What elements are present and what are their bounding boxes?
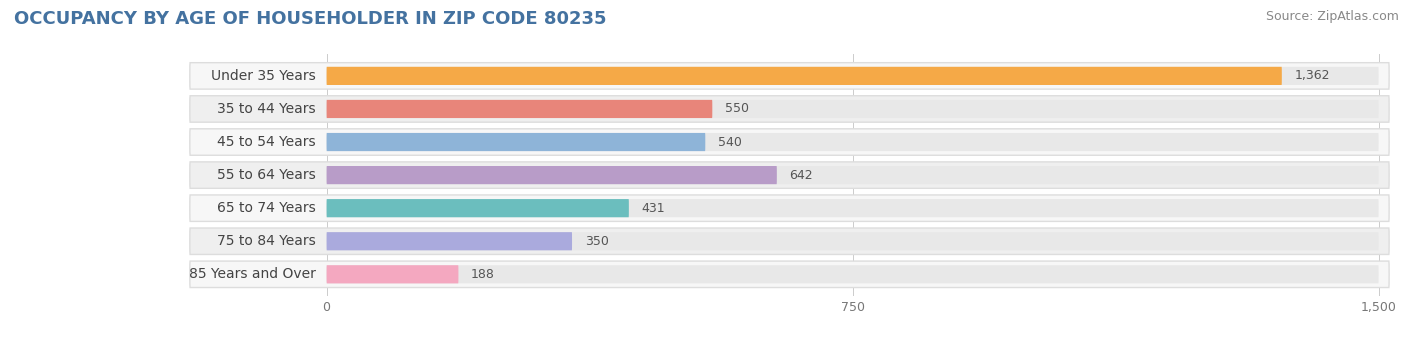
Text: 85 Years and Over: 85 Years and Over (190, 267, 316, 281)
FancyBboxPatch shape (190, 63, 1389, 89)
FancyBboxPatch shape (326, 166, 778, 184)
FancyBboxPatch shape (326, 133, 1379, 151)
Text: 540: 540 (718, 136, 742, 149)
FancyBboxPatch shape (326, 133, 706, 151)
FancyBboxPatch shape (326, 67, 1379, 85)
FancyBboxPatch shape (326, 232, 1379, 250)
FancyBboxPatch shape (326, 265, 1379, 284)
Text: 431: 431 (641, 202, 665, 215)
FancyBboxPatch shape (326, 100, 713, 118)
Text: 1,362: 1,362 (1295, 69, 1330, 82)
Text: 188: 188 (471, 268, 495, 281)
FancyBboxPatch shape (326, 67, 1282, 85)
FancyBboxPatch shape (326, 166, 1379, 184)
FancyBboxPatch shape (326, 199, 628, 217)
Text: OCCUPANCY BY AGE OF HOUSEHOLDER IN ZIP CODE 80235: OCCUPANCY BY AGE OF HOUSEHOLDER IN ZIP C… (14, 10, 606, 28)
FancyBboxPatch shape (190, 96, 1389, 122)
Text: Source: ZipAtlas.com: Source: ZipAtlas.com (1265, 10, 1399, 23)
Text: 65 to 74 Years: 65 to 74 Years (218, 201, 316, 215)
FancyBboxPatch shape (326, 100, 1379, 118)
Text: 642: 642 (790, 169, 813, 182)
Text: 350: 350 (585, 235, 609, 248)
Text: 35 to 44 Years: 35 to 44 Years (218, 102, 316, 116)
Text: 75 to 84 Years: 75 to 84 Years (218, 234, 316, 248)
FancyBboxPatch shape (190, 129, 1389, 155)
Text: Under 35 Years: Under 35 Years (211, 69, 316, 83)
FancyBboxPatch shape (190, 162, 1389, 188)
FancyBboxPatch shape (190, 228, 1389, 254)
Text: 45 to 54 Years: 45 to 54 Years (218, 135, 316, 149)
FancyBboxPatch shape (326, 265, 458, 284)
Text: 55 to 64 Years: 55 to 64 Years (218, 168, 316, 182)
FancyBboxPatch shape (190, 195, 1389, 221)
FancyBboxPatch shape (326, 232, 572, 250)
FancyBboxPatch shape (326, 199, 1379, 217)
FancyBboxPatch shape (190, 261, 1389, 288)
Text: 550: 550 (725, 102, 749, 116)
